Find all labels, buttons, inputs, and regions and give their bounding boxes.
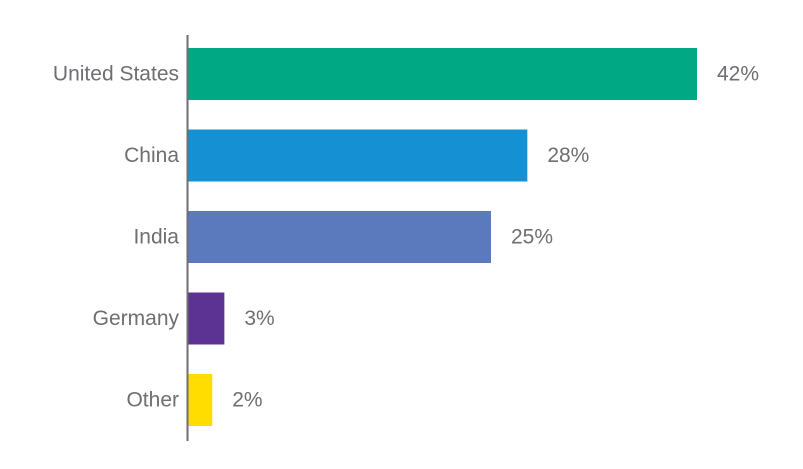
value-label-other: 2%: [232, 389, 262, 412]
bar-india: [188, 211, 491, 263]
bar-china: [188, 129, 528, 182]
bar-germany: [188, 292, 225, 345]
value-label-united-states: 42%: [717, 63, 759, 86]
category-label-india: India: [133, 226, 179, 249]
bar-united-states: [188, 48, 697, 100]
category-label-germany: Germany: [93, 307, 180, 330]
value-label-china: 28%: [547, 144, 589, 167]
value-label-germany: 3%: [244, 307, 274, 330]
category-label-other: Other: [126, 389, 179, 412]
value-label-india: 25%: [511, 226, 553, 249]
category-label-united-states: United States: [53, 63, 179, 86]
bars-layer: [188, 48, 697, 426]
bar-other: [188, 374, 213, 426]
category-label-china: China: [124, 144, 179, 167]
labels-layer: United States 42% China 28% India 25% Germany 3…: [53, 63, 759, 412]
